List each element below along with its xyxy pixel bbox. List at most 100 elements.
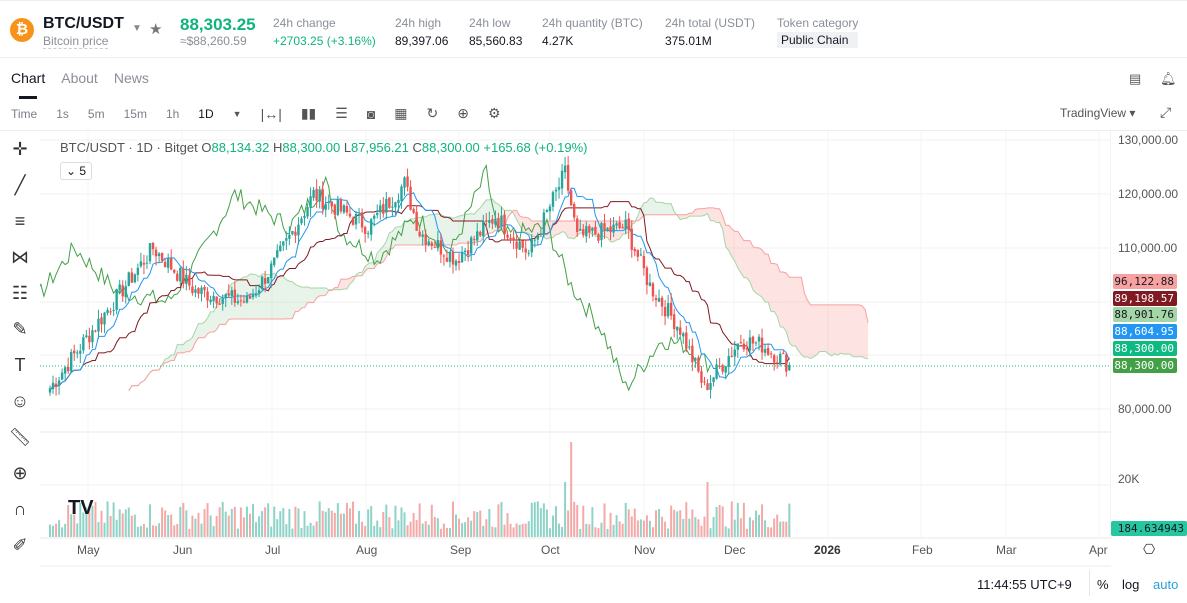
calendar-icon[interactable]: ▦ [394,105,408,121]
ichimoku-cloud [198,324,201,338]
indicators-toggle[interactable]: ⌄ 5 [60,162,93,180]
tab-about[interactable]: About [61,70,98,86]
ichimoku-cloud [735,231,738,267]
magnet-icon[interactable]: ∩ [13,499,27,519]
ichimoku-cloud [720,209,723,230]
ichimoku-cloud [559,221,562,234]
volume-bar [522,524,524,537]
close-label: C [412,140,422,155]
candle [643,256,645,268]
volume-bar [446,528,448,537]
brush-icon[interactable]: ✎ [12,319,28,339]
volume-bar [170,515,172,537]
symbol[interactable]: BTC/USDT [43,15,124,32]
volume-bar [785,522,787,537]
interval-5m[interactable]: 5m [87,106,105,121]
candle [564,166,566,173]
favorite-star-icon[interactable]: ★ [149,21,163,38]
ichimoku-cloud [820,305,823,352]
alert-bell-icon[interactable]: 🔔︎ [1160,71,1177,86]
text-icon[interactable]: T [14,355,26,375]
price-label: 88,300.00 [1113,358,1177,373]
candle [588,226,590,232]
candle [397,200,399,203]
price-tick: 110,000.00 [1118,241,1178,255]
clock[interactable]: 11:44:55 UTC+9 [977,577,1072,592]
volume-bar [516,523,518,537]
replay-icon[interactable]: ↻ [426,105,439,121]
add-icon[interactable]: ⊕ [457,105,469,121]
pattern-icon[interactable]: ⋈ [11,247,29,267]
settings-gear-icon[interactable]: ⚙ [488,105,501,121]
fib-icon[interactable]: ☷ [11,283,29,303]
fullscreen-icon[interactable]: ⤢ [1160,104,1172,120]
trend-line-icon[interactable]: ╱ [14,175,26,195]
axis-settings-icon[interactable]: ⎔ [1143,541,1156,557]
chart-legend: BTC/USDT · 1D · Bitget O88,134.32 H88,30… [60,140,587,155]
volume-bar [519,525,521,537]
candles-icon[interactable]: ▮▮ [300,105,317,121]
notes-icon[interactable]: ▤ [1129,71,1142,86]
log-toggle[interactable]: log [1122,577,1140,592]
volume-bar [234,507,236,537]
tab-chart[interactable]: Chart [11,70,46,86]
candle [318,189,320,201]
volume-bar [743,503,745,537]
ichimoku-cloud [662,202,665,214]
zoom-in-icon[interactable]: ⊕ [12,463,28,483]
crosshair-icon[interactable]: ✛ [12,139,28,159]
tradingview-selector[interactable]: TradingView ▾ [1060,106,1136,120]
volume-bar [307,526,309,537]
candle [331,201,333,206]
interval-1d[interactable]: 1D [198,106,214,121]
indicators-icon[interactable]: ☰ [335,105,348,121]
lagging-span [0,166,710,391]
ichimoku-cloud [305,287,308,308]
low-value: 87,956.21 [351,140,409,155]
symbol-dropdown-icon[interactable]: ▼ [132,23,142,34]
volume-bar [222,502,224,537]
ichimoku-cloud [859,305,862,357]
candle [249,296,251,299]
ichimoku-cloud [744,241,747,278]
interval-dropdown-icon[interactable]: ▼ [232,108,242,119]
candle [273,258,275,265]
volume-bar [537,501,539,537]
volume-bar [104,523,106,537]
volume-bar [204,509,206,537]
candle [155,250,157,257]
compare-icon[interactable]: |↔| [260,105,282,122]
interval-1h[interactable]: 1h [165,106,180,121]
auto-toggle[interactable]: auto [1153,577,1179,592]
candle [234,290,236,303]
candle [640,254,642,255]
candle [758,337,760,342]
tab-news[interactable]: News [113,70,149,86]
volume-bar [637,520,639,537]
ichimoku-cloud [365,264,368,271]
ichimoku-cloud [650,198,653,215]
candle [637,250,639,257]
candle [685,333,687,349]
candle [428,242,430,246]
ichimoku-cloud [168,355,171,362]
ichimoku-cloud [771,264,774,312]
price-tick: 120,000.00 [1118,187,1179,201]
volume-bar [707,482,709,537]
candle [112,310,114,311]
volume-bar [143,524,145,537]
candle [373,216,375,219]
candle [267,277,269,283]
ruler-icon[interactable]: 📏︎ [8,427,32,447]
volume-bar [407,525,409,537]
camera-icon[interactable]: ◙ [366,105,376,122]
emoji-icon[interactable]: ☺ [10,391,30,411]
volume-bar [567,510,569,537]
horizontal-lines-icon[interactable]: ≡ [14,211,26,231]
candle [600,223,602,240]
interval-1s[interactable]: 1s [56,106,69,121]
interval-15m[interactable]: 15m [123,106,147,121]
percent-toggle[interactable]: % [1097,577,1109,592]
lock-drawing-icon[interactable]: ✐ [12,535,28,555]
